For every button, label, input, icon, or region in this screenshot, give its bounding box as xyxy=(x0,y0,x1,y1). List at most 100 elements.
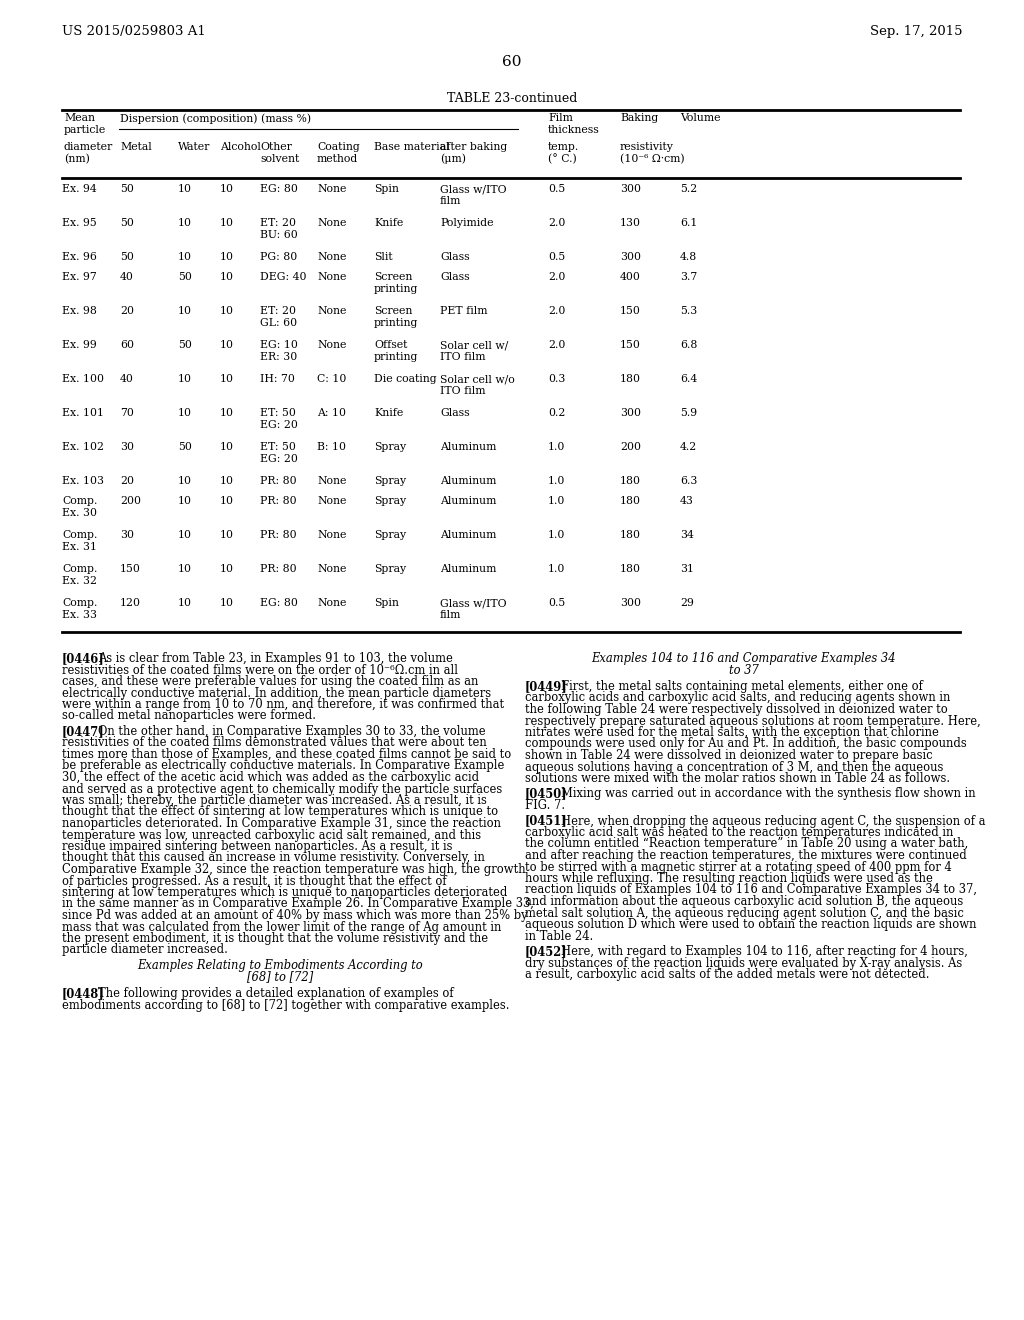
Text: Comp.
Ex. 32: Comp. Ex. 32 xyxy=(62,564,97,586)
Text: None: None xyxy=(317,341,346,350)
Text: residue impaired sintering between nanoparticles. As a result, it is: residue impaired sintering between nanop… xyxy=(62,840,453,853)
Text: resistivity
(10⁻⁶ Ω·cm): resistivity (10⁻⁶ Ω·cm) xyxy=(620,143,685,164)
Text: Comp.
Ex. 30: Comp. Ex. 30 xyxy=(62,496,97,517)
Text: None: None xyxy=(317,218,346,228)
Text: the following Table 24 were respectively dissolved in deionized water to: the following Table 24 were respectively… xyxy=(525,704,948,715)
Text: carboxylic acid salt was heated to the reaction temperatures indicated in: carboxylic acid salt was heated to the r… xyxy=(525,826,953,840)
Text: 10: 10 xyxy=(220,218,234,228)
Text: 1.0: 1.0 xyxy=(548,531,565,540)
Text: after baking
(μm): after baking (μm) xyxy=(440,143,507,164)
Text: 10: 10 xyxy=(220,564,234,574)
Text: 1.0: 1.0 xyxy=(548,496,565,506)
Text: shown in Table 24 were dissolved in deionized water to prepare basic: shown in Table 24 were dissolved in deio… xyxy=(525,748,933,762)
Text: 10: 10 xyxy=(220,183,234,194)
Text: 50: 50 xyxy=(120,252,134,261)
Text: None: None xyxy=(317,598,346,609)
Text: 0.5: 0.5 xyxy=(548,183,565,194)
Text: cases, and these were preferable values for using the coated film as an: cases, and these were preferable values … xyxy=(62,675,478,688)
Text: [0450]: [0450] xyxy=(525,788,567,800)
Text: US 2015/0259803 A1: US 2015/0259803 A1 xyxy=(62,25,206,38)
Text: 400: 400 xyxy=(620,272,641,282)
Text: Coating
method: Coating method xyxy=(317,143,359,164)
Text: Spray: Spray xyxy=(374,564,407,574)
Text: 10: 10 xyxy=(220,598,234,609)
Text: 4.8: 4.8 xyxy=(680,252,697,261)
Text: Ex. 101: Ex. 101 xyxy=(62,408,104,418)
Text: 10: 10 xyxy=(178,306,193,315)
Text: compounds were used only for Au and Pt. In addition, the basic compounds: compounds were used only for Au and Pt. … xyxy=(525,738,967,751)
Text: Comparative Example 32, since the reaction temperature was high, the growth: Comparative Example 32, since the reacti… xyxy=(62,863,525,876)
Text: EG: 10
ER: 30: EG: 10 ER: 30 xyxy=(260,341,298,362)
Text: IH: 70: IH: 70 xyxy=(260,374,295,384)
Text: Glass w/ITO
film: Glass w/ITO film xyxy=(440,598,507,619)
Text: 0.5: 0.5 xyxy=(548,252,565,261)
Text: ET: 20
BU: 60: ET: 20 BU: 60 xyxy=(260,218,298,240)
Text: was small; thereby, the particle diameter was increased. As a result, it is: was small; thereby, the particle diamete… xyxy=(62,795,486,807)
Text: 5.9: 5.9 xyxy=(680,408,697,418)
Text: Base material: Base material xyxy=(374,143,450,152)
Text: Alcohol: Alcohol xyxy=(220,143,261,152)
Text: 50: 50 xyxy=(178,272,191,282)
Text: 120: 120 xyxy=(120,598,141,609)
Text: 3.7: 3.7 xyxy=(680,272,697,282)
Text: 20: 20 xyxy=(120,306,134,315)
Text: 6.1: 6.1 xyxy=(680,218,697,228)
Text: aqueous solutions having a concentration of 3 M, and then the aqueous: aqueous solutions having a concentration… xyxy=(525,760,943,774)
Text: Offset
printing: Offset printing xyxy=(374,341,419,362)
Text: Die coating: Die coating xyxy=(374,374,436,384)
Text: 10: 10 xyxy=(220,408,234,418)
Text: Polyimide: Polyimide xyxy=(440,218,494,228)
Text: EG: 80: EG: 80 xyxy=(260,183,298,194)
Text: 10: 10 xyxy=(220,374,234,384)
Text: DEG: 40: DEG: 40 xyxy=(260,272,306,282)
Text: 0.5: 0.5 xyxy=(548,598,565,609)
Text: solutions were mixed with the molar ratios shown in Table 24 as follows.: solutions were mixed with the molar rati… xyxy=(525,772,950,785)
Text: 30: 30 xyxy=(120,531,134,540)
Text: to 37: to 37 xyxy=(728,664,759,676)
Text: Slit: Slit xyxy=(374,252,392,261)
Text: 150: 150 xyxy=(620,341,641,350)
Text: 300: 300 xyxy=(620,598,641,609)
Text: Here, when dropping the aqueous reducing agent C, the suspension of a: Here, when dropping the aqueous reducing… xyxy=(560,814,985,828)
Text: 180: 180 xyxy=(620,564,641,574)
Text: B: 10: B: 10 xyxy=(317,442,346,451)
Text: 10: 10 xyxy=(178,496,193,506)
Text: 50: 50 xyxy=(178,341,191,350)
Text: a result, carboxylic acid salts of the added metals were not detected.: a result, carboxylic acid salts of the a… xyxy=(525,968,930,981)
Text: aqueous solution D which were used to obtain the reaction liquids are shown: aqueous solution D which were used to ob… xyxy=(525,917,977,931)
Text: the column entitled “Reaction temperature” in Table 20 using a water bath,: the column entitled “Reaction temperatur… xyxy=(525,837,969,850)
Text: 10: 10 xyxy=(220,477,234,486)
Text: 1.0: 1.0 xyxy=(548,442,565,451)
Text: 2.0: 2.0 xyxy=(548,218,565,228)
Text: 31: 31 xyxy=(680,564,694,574)
Text: 180: 180 xyxy=(620,374,641,384)
Text: Glass: Glass xyxy=(440,252,470,261)
Text: 10: 10 xyxy=(220,252,234,261)
Text: None: None xyxy=(317,252,346,261)
Text: 0.3: 0.3 xyxy=(548,374,565,384)
Text: Other
solvent: Other solvent xyxy=(260,143,299,164)
Text: 6.4: 6.4 xyxy=(680,374,697,384)
Text: 180: 180 xyxy=(620,531,641,540)
Text: Ex. 95: Ex. 95 xyxy=(62,218,96,228)
Text: thought that this caused an increase in volume resistivity. Conversely, in: thought that this caused an increase in … xyxy=(62,851,485,865)
Text: Water: Water xyxy=(178,143,210,152)
Text: ET: 50
EG: 20: ET: 50 EG: 20 xyxy=(260,408,298,429)
Text: 10: 10 xyxy=(178,252,193,261)
Text: 10: 10 xyxy=(220,341,234,350)
Text: hours while refluxing. The resulting reaction liquids were used as the: hours while refluxing. The resulting rea… xyxy=(525,873,933,884)
Text: None: None xyxy=(317,272,346,282)
Text: so-called metal nanoparticles were formed.: so-called metal nanoparticles were forme… xyxy=(62,710,316,722)
Text: As is clear from Table 23, in Examples 91 to 103, the volume: As is clear from Table 23, in Examples 9… xyxy=(97,652,453,665)
Text: to be stirred with a magnetic stirrer at a rotating speed of 400 ppm for 4: to be stirred with a magnetic stirrer at… xyxy=(525,861,951,874)
Text: EG: 80: EG: 80 xyxy=(260,598,298,609)
Text: nanoparticles deteriorated. In Comparative Example 31, since the reaction: nanoparticles deteriorated. In Comparati… xyxy=(62,817,501,830)
Text: 2.0: 2.0 xyxy=(548,306,565,315)
Text: Mean
particle: Mean particle xyxy=(63,114,106,135)
Text: 200: 200 xyxy=(120,496,141,506)
Text: 30: 30 xyxy=(120,442,134,451)
Text: Ex. 97: Ex. 97 xyxy=(62,272,96,282)
Text: TABLE 23-continued: TABLE 23-continued xyxy=(446,92,578,106)
Text: PR: 80: PR: 80 xyxy=(260,564,297,574)
Text: Film
thickness: Film thickness xyxy=(548,114,600,135)
